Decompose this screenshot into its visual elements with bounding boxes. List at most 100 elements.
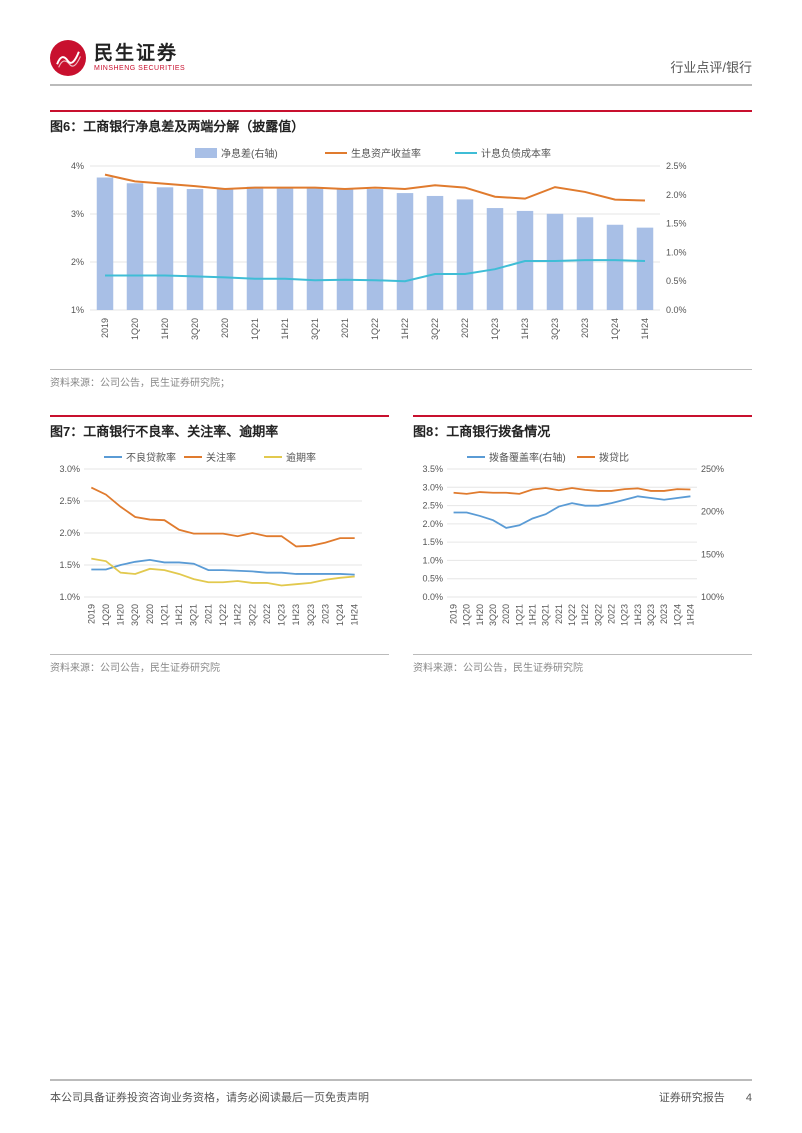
svg-text:1Q21: 1Q21 bbox=[250, 318, 260, 340]
svg-text:1H22: 1H22 bbox=[233, 604, 243, 626]
svg-text:100%: 100% bbox=[701, 592, 724, 602]
svg-text:3Q22: 3Q22 bbox=[593, 604, 603, 626]
svg-text:1H24: 1H24 bbox=[685, 604, 695, 626]
svg-text:关注率: 关注率 bbox=[206, 451, 236, 464]
svg-text:0.5%: 0.5% bbox=[422, 574, 443, 584]
svg-text:2021: 2021 bbox=[554, 604, 564, 624]
svg-text:2020: 2020 bbox=[220, 318, 230, 338]
svg-text:1H23: 1H23 bbox=[291, 604, 301, 626]
svg-text:2019: 2019 bbox=[100, 318, 110, 338]
svg-text:3Q23: 3Q23 bbox=[646, 604, 656, 626]
svg-text:1Q23: 1Q23 bbox=[620, 604, 630, 626]
svg-text:1.0%: 1.0% bbox=[422, 555, 443, 565]
svg-text:2022: 2022 bbox=[460, 318, 470, 338]
svg-text:1Q20: 1Q20 bbox=[462, 604, 472, 626]
svg-text:1H21: 1H21 bbox=[280, 318, 290, 340]
svg-text:3Q21: 3Q21 bbox=[541, 604, 551, 626]
svg-text:0.0%: 0.0% bbox=[422, 592, 443, 602]
svg-text:1Q22: 1Q22 bbox=[370, 318, 380, 340]
svg-text:2%: 2% bbox=[71, 257, 84, 267]
svg-text:2023: 2023 bbox=[580, 318, 590, 338]
svg-text:1.0%: 1.0% bbox=[59, 592, 80, 602]
footer-left: 本公司具备证券投资咨询业务资格，请务必阅读最后一页免责声明 bbox=[50, 1089, 369, 1105]
chart8-source: 资料来源：公司公告，民生证券研究院 bbox=[413, 654, 752, 674]
svg-text:净息差(右轴): 净息差(右轴) bbox=[221, 147, 278, 160]
header-category: 行业点评/银行 bbox=[670, 57, 752, 76]
chart7-title: 图7：工商银行不良率、关注率、逾期率 bbox=[50, 424, 278, 439]
svg-text:2019: 2019 bbox=[86, 604, 96, 624]
chart7-area: 不良贷款率关注率逾期率1.0%1.5%2.0%2.5%3.0%20191Q201… bbox=[50, 445, 389, 650]
logo: 民生证券 MINSHENG SECURITIES bbox=[50, 40, 185, 76]
svg-text:1%: 1% bbox=[71, 305, 84, 315]
svg-text:3Q22: 3Q22 bbox=[247, 604, 257, 626]
svg-text:1Q21: 1Q21 bbox=[159, 604, 169, 626]
svg-text:3Q22: 3Q22 bbox=[430, 318, 440, 340]
svg-text:3Q23: 3Q23 bbox=[306, 604, 316, 626]
svg-text:0.0%: 0.0% bbox=[666, 305, 687, 315]
svg-text:200%: 200% bbox=[701, 507, 724, 517]
chart6-block: 图6：工商银行净息差及两端分解（披露值） 净息差(右轴)生息资产收益率计息负债成… bbox=[50, 110, 752, 389]
chart7-block: 图7：工商银行不良率、关注率、逾期率 不良贷款率关注率逾期率1.0%1.5%2.… bbox=[50, 415, 389, 674]
svg-text:1H20: 1H20 bbox=[160, 318, 170, 340]
svg-text:拨贷比: 拨贷比 bbox=[599, 451, 629, 464]
svg-text:1.5%: 1.5% bbox=[422, 537, 443, 547]
svg-text:2022: 2022 bbox=[262, 604, 272, 624]
svg-text:3%: 3% bbox=[71, 209, 84, 219]
svg-text:1H23: 1H23 bbox=[520, 318, 530, 340]
svg-text:3Q23: 3Q23 bbox=[550, 318, 560, 340]
svg-text:1Q21: 1Q21 bbox=[514, 604, 524, 626]
svg-text:1Q23: 1Q23 bbox=[490, 318, 500, 340]
svg-text:1Q24: 1Q24 bbox=[610, 318, 620, 340]
svg-text:2023: 2023 bbox=[320, 604, 330, 624]
svg-text:1H23: 1H23 bbox=[633, 604, 643, 626]
svg-text:1.5%: 1.5% bbox=[666, 219, 687, 229]
svg-text:3.0%: 3.0% bbox=[422, 482, 443, 492]
chart6-title: 图6：工商银行净息差及两端分解（披露值） bbox=[50, 119, 304, 134]
svg-text:1.5%: 1.5% bbox=[59, 560, 80, 570]
svg-text:1H22: 1H22 bbox=[580, 604, 590, 626]
chart8-area: 拨备覆盖率(右轴)拨贷比0.0%0.5%1.0%1.5%2.0%2.5%3.0%… bbox=[413, 445, 752, 650]
logo-cn: 民生证券 bbox=[94, 44, 185, 65]
svg-text:2020: 2020 bbox=[145, 604, 155, 624]
svg-text:150%: 150% bbox=[701, 549, 724, 559]
svg-text:1H21: 1H21 bbox=[528, 604, 538, 626]
page-header: 民生证券 MINSHENG SECURITIES 行业点评/银行 bbox=[50, 40, 752, 86]
svg-text:1Q24: 1Q24 bbox=[672, 604, 682, 626]
svg-text:2023: 2023 bbox=[659, 604, 669, 624]
svg-text:1Q24: 1Q24 bbox=[335, 604, 345, 626]
svg-text:2.0%: 2.0% bbox=[59, 528, 80, 538]
chart6-source: 资料来源：公司公告，民生证券研究院； bbox=[50, 369, 752, 389]
svg-text:3Q21: 3Q21 bbox=[189, 604, 199, 626]
chart8-block: 图8：工商银行拨备情况 拨备覆盖率(右轴)拨贷比0.0%0.5%1.0%1.5%… bbox=[413, 415, 752, 674]
svg-text:0.5%: 0.5% bbox=[666, 276, 687, 286]
svg-text:1Q20: 1Q20 bbox=[130, 318, 140, 340]
svg-text:3.0%: 3.0% bbox=[59, 464, 80, 474]
svg-text:2020: 2020 bbox=[501, 604, 511, 624]
svg-text:3.5%: 3.5% bbox=[422, 464, 443, 474]
svg-text:2022: 2022 bbox=[606, 604, 616, 624]
chart8-title: 图8：工商银行拨备情况 bbox=[413, 424, 550, 439]
svg-text:3Q21: 3Q21 bbox=[310, 318, 320, 340]
svg-text:1.0%: 1.0% bbox=[666, 247, 687, 257]
svg-text:2.5%: 2.5% bbox=[422, 501, 443, 511]
svg-text:1H21: 1H21 bbox=[174, 604, 184, 626]
svg-text:1Q22: 1Q22 bbox=[218, 604, 228, 626]
logo-en: MINSHENG SECURITIES bbox=[94, 65, 185, 73]
svg-text:3Q20: 3Q20 bbox=[190, 318, 200, 340]
svg-text:逾期率: 逾期率 bbox=[286, 451, 316, 464]
svg-text:2.5%: 2.5% bbox=[59, 496, 80, 506]
chart6-area: 净息差(右轴)生息资产收益率计息负债成本率1%2%3%4%0.0%0.5%1.0… bbox=[50, 140, 752, 365]
svg-text:250%: 250% bbox=[701, 464, 724, 474]
svg-text:2021: 2021 bbox=[203, 604, 213, 624]
page-number: 4 bbox=[746, 1092, 752, 1104]
svg-text:1H24: 1H24 bbox=[640, 318, 650, 340]
svg-text:2019: 2019 bbox=[449, 604, 459, 624]
svg-text:1H22: 1H22 bbox=[400, 318, 410, 340]
svg-text:生息资产收益率: 生息资产收益率 bbox=[351, 147, 421, 160]
svg-text:3Q20: 3Q20 bbox=[488, 604, 498, 626]
logo-icon bbox=[50, 40, 86, 76]
page-footer: 本公司具备证券投资咨询业务资格，请务必阅读最后一页免责声明 证券研究报告 4 bbox=[50, 1079, 752, 1105]
svg-text:1H20: 1H20 bbox=[116, 604, 126, 626]
svg-text:2.5%: 2.5% bbox=[666, 161, 687, 171]
svg-text:2.0%: 2.0% bbox=[666, 190, 687, 200]
